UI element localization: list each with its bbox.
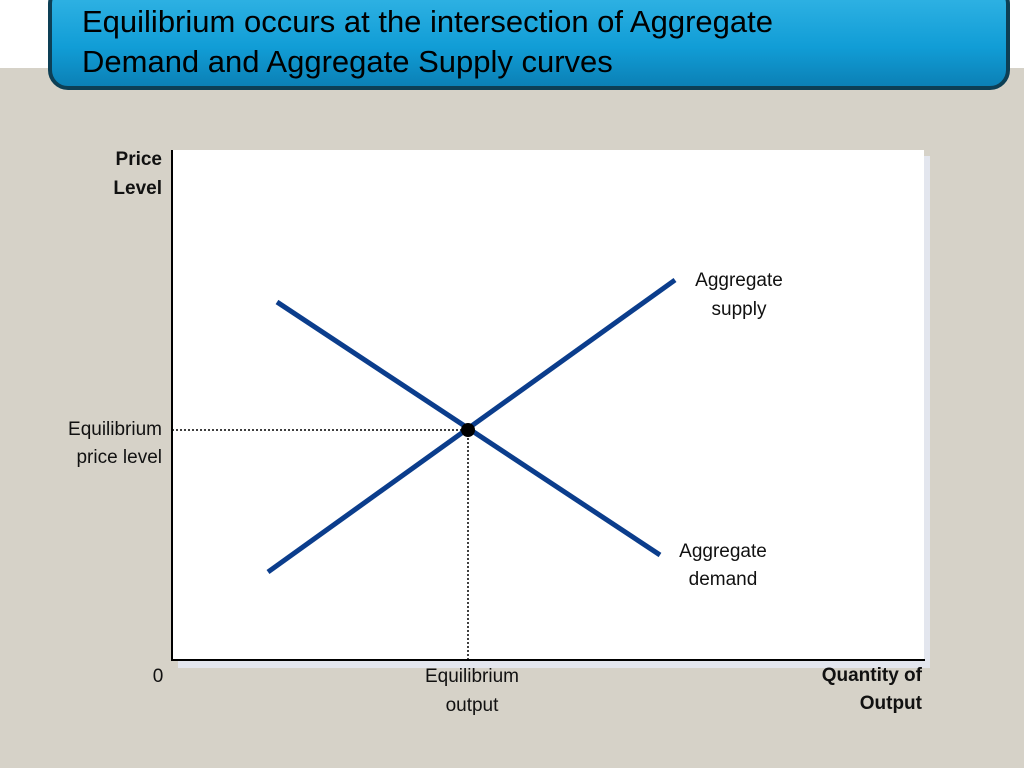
equilibrium-output-label: output — [446, 695, 500, 716]
title-line: Demand and Aggregate Supply curves — [82, 44, 613, 79]
demand-label: Aggregate — [679, 541, 767, 562]
origin-label: 0 — [153, 666, 164, 687]
y-axis-label: Level — [113, 178, 162, 199]
supply-label: Aggregate — [695, 270, 783, 291]
equilibrium-price-label: Equilibrium — [68, 419, 162, 440]
equilibrium-point — [461, 423, 475, 437]
demand-label: demand — [689, 569, 758, 590]
equilibrium-output-label: Equilibrium — [425, 666, 519, 687]
supply-label: supply — [712, 299, 767, 320]
x-axis-label: Quantity of — [822, 665, 923, 686]
equilibrium-price-label: price level — [76, 447, 162, 468]
chart-panel — [172, 150, 924, 660]
y-axis-label: Price — [116, 149, 162, 170]
title-line: Equilibrium occurs at the intersection o… — [82, 4, 773, 39]
title-banner — [48, 0, 1010, 90]
x-axis-label: Output — [860, 693, 923, 714]
